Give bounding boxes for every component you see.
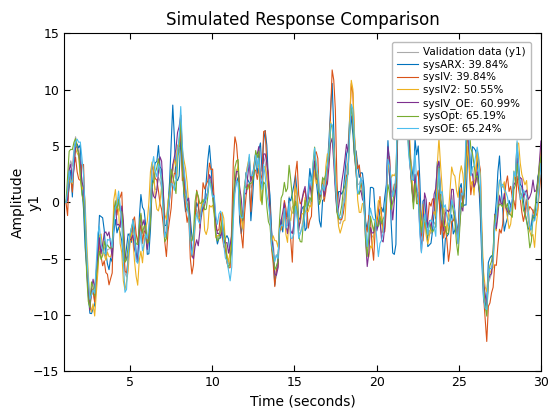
Validation data (y1) <box>464 129 471 134</box>
sysIV2: 50.55%: (30, 5.06): 50.55%: (30, 5.06) <box>538 143 544 148</box>
sysIV_OE:  60.99%: (2.55, -9.55): 60.99%: (2.55, -9.55) <box>87 307 94 312</box>
sysIV2: 50.55%: (27.5, 1.99): 50.55%: (27.5, 1.99) <box>496 178 503 183</box>
sysIV: 39.84%: (26.7, -12.3): 39.84%: (26.7, -12.3) <box>483 339 490 344</box>
Validation data (y1) <box>345 160 352 165</box>
sysOpt: 65.19%: (30, 4.04): 65.19%: (30, 4.04) <box>538 155 544 160</box>
sysARX: 39.84%: (18.8, 3.35): 39.84%: (18.8, 3.35) <box>354 162 361 167</box>
Line: sysIV_OE:  60.99%: sysIV_OE: 60.99% <box>64 61 541 310</box>
sysOE: 65.24%: (1.1, 0): 65.24%: (1.1, 0) <box>63 200 69 205</box>
sysOpt: 65.19%: (25.5, 7.78): 65.19%: (25.5, 7.78) <box>464 112 471 117</box>
Validation data (y1) <box>399 66 405 71</box>
sysOpt: 65.19%: (21.7, 11): 65.19%: (21.7, 11) <box>400 76 407 81</box>
sysOE: 65.24%: (26.7, -9.51): 65.24%: (26.7, -9.51) <box>483 307 490 312</box>
sysOpt: 65.19%: (1.1, 0): 65.19%: (1.1, 0) <box>63 200 69 205</box>
sysIV_OE:  60.99%: (27.5, 0.574): 60.99%: (27.5, 0.574) <box>496 194 503 199</box>
sysIV: 39.84%: (17.3, 11.8): 39.84%: (17.3, 11.8) <box>329 67 335 72</box>
sysOE: 65.24%: (18.3, 2.65): 65.24%: (18.3, 2.65) <box>345 170 352 175</box>
sysIV2: 50.55%: (21.7, 13.6): 50.55%: (21.7, 13.6) <box>400 46 407 51</box>
Line: sysOpt: 65.19%: sysOpt: 65.19% <box>64 79 541 316</box>
sysOpt: 65.19%: (26.7, -10.1): 65.19%: (26.7, -10.1) <box>483 314 490 319</box>
Line: sysARX: 39.84%: sysARX: 39.84% <box>64 64 541 314</box>
sysIV_OE:  60.99%: (21.6, 12.5): 60.99%: (21.6, 12.5) <box>399 59 405 64</box>
sysOpt: 65.19%: (1, 0): 65.19%: (1, 0) <box>61 200 68 205</box>
sysOE: 65.24%: (1, 0): 65.24%: (1, 0) <box>61 200 68 205</box>
Validation data (y1) <box>61 200 68 205</box>
Validation data (y1) <box>353 166 360 171</box>
sysARX: 39.84%: (18.4, 7.56): 39.84%: (18.4, 7.56) <box>346 115 353 120</box>
X-axis label: Time (seconds): Time (seconds) <box>250 395 356 409</box>
sysIV_OE:  60.99%: (18.4, 6.25): 60.99%: (18.4, 6.25) <box>346 129 353 134</box>
sysOE: 65.24%: (18.2, 1.77): 65.24%: (18.2, 1.77) <box>343 180 350 185</box>
Line: sysIV2: 50.55%: sysIV2: 50.55% <box>64 49 541 316</box>
sysARX: 39.84%: (30, 4.26): 39.84%: (30, 4.26) <box>538 152 544 157</box>
sysOE: 65.24%: (27.5, 1.98): 65.24%: (27.5, 1.98) <box>496 178 503 183</box>
sysOE: 65.24%: (18.7, 3.3): 65.24%: (18.7, 3.3) <box>353 163 360 168</box>
sysIV_OE:  60.99%: (1.1, 0): 60.99%: (1.1, 0) <box>63 200 69 205</box>
Line: Validation data (y1): Validation data (y1) <box>64 68 541 313</box>
sysARX: 39.84%: (21.6, 12.3): 39.84%: (21.6, 12.3) <box>399 62 405 67</box>
sysIV: 39.84%: (18.4, 7.12): 39.84%: (18.4, 7.12) <box>346 120 353 125</box>
sysIV: 39.84%: (30, 2.43): 39.84%: (30, 2.43) <box>538 173 544 178</box>
sysIV2: 50.55%: (25.6, 3.29): 50.55%: (25.6, 3.29) <box>466 163 473 168</box>
sysIV: 39.84%: (1, 0): 39.84%: (1, 0) <box>61 200 68 205</box>
sysIV2: 50.55%: (1.1, 0): 50.55%: (1.1, 0) <box>63 200 69 205</box>
sysOpt: 65.19%: (18.2, 2): 65.19%: (18.2, 2) <box>343 177 350 182</box>
sysIV_OE:  60.99%: (25.6, 4.4): 60.99%: (25.6, 4.4) <box>466 150 473 155</box>
sysIV2: 50.55%: (18.8, 0.227): 50.55%: (18.8, 0.227) <box>354 197 361 202</box>
sysIV: 39.84%: (1.1, 0): 39.84%: (1.1, 0) <box>63 200 69 205</box>
Validation data (y1) <box>63 200 69 205</box>
sysARX: 39.84%: (2.65, -9.87): 39.84%: (2.65, -9.87) <box>88 311 95 316</box>
Title: Simulated Response Comparison: Simulated Response Comparison <box>166 11 440 29</box>
Line: sysOE: 65.24%: sysOE: 65.24% <box>64 67 541 310</box>
sysIV_OE:  60.99%: (1, 0): 60.99%: (1, 0) <box>61 200 68 205</box>
sysIV_OE:  60.99%: (30, 5.45): 60.99%: (30, 5.45) <box>538 139 544 144</box>
sysIV2: 50.55%: (1, 0): 50.55%: (1, 0) <box>61 200 68 205</box>
sysIV_OE:  60.99%: (18.8, 0.978): 60.99%: (18.8, 0.978) <box>354 189 361 194</box>
Line: sysIV: 39.84%: sysIV: 39.84% <box>64 70 541 341</box>
sysARX: 39.84%: (1.1, 0): 39.84%: (1.1, 0) <box>63 200 69 205</box>
sysIV: 39.84%: (18.8, 2.99): 39.84%: (18.8, 2.99) <box>354 166 361 171</box>
sysARX: 39.84%: (18.3, 4.89): 39.84%: (18.3, 4.89) <box>345 145 352 150</box>
sysIV2: 50.55%: (2.84, -10.1): 50.55%: (2.84, -10.1) <box>91 313 98 318</box>
sysOE: 65.24%: (25.5, 8.43): 65.24%: (25.5, 8.43) <box>464 105 471 110</box>
sysOpt: 65.19%: (18.7, 2.73): 65.19%: (18.7, 2.73) <box>353 169 360 174</box>
sysIV2: 50.55%: (18.3, 2.93): 50.55%: (18.3, 2.93) <box>345 167 352 172</box>
sysIV: 39.84%: (27.5, -2.38): 39.84%: (27.5, -2.38) <box>496 227 503 232</box>
sysARX: 39.84%: (1, 0): 39.84%: (1, 0) <box>61 200 68 205</box>
Validation data (y1) <box>483 311 490 316</box>
Validation data (y1) <box>343 165 350 170</box>
Validation data (y1) <box>496 192 503 197</box>
Legend: Validation data (y1), sysARX: 39.84%, sysIV: 39.84%, sysIV2: 50.55%, sysIV_OE:  : Validation data (y1), sysARX: 39.84%, sy… <box>392 42 531 139</box>
sysOpt: 65.19%: (27.5, -0.145): 65.19%: (27.5, -0.145) <box>496 202 503 207</box>
sysIV_OE:  60.99%: (18.3, 4.45): 60.99%: (18.3, 4.45) <box>345 150 352 155</box>
sysOE: 65.24%: (30, 3.45): 65.24%: (30, 3.45) <box>538 161 544 166</box>
Y-axis label: Amplitude
y1: Amplitude y1 <box>11 167 41 238</box>
sysOE: 65.24%: (21.6, 12.1): 65.24%: (21.6, 12.1) <box>399 64 405 69</box>
sysIV: 39.84%: (25.5, 6.72): 39.84%: (25.5, 6.72) <box>464 124 471 129</box>
sysARX: 39.84%: (25.6, 4.78): 39.84%: (25.6, 4.78) <box>466 146 473 151</box>
sysIV: 39.84%: (18.3, 2.51): 39.84%: (18.3, 2.51) <box>345 172 352 177</box>
sysIV2: 50.55%: (18.4, 7.54): 50.55%: (18.4, 7.54) <box>346 115 353 120</box>
sysARX: 39.84%: (27.5, 4.13): 39.84%: (27.5, 4.13) <box>496 153 503 158</box>
sysOpt: 65.19%: (18.3, 2.79): 65.19%: (18.3, 2.79) <box>345 168 352 173</box>
Validation data (y1) <box>538 156 544 161</box>
